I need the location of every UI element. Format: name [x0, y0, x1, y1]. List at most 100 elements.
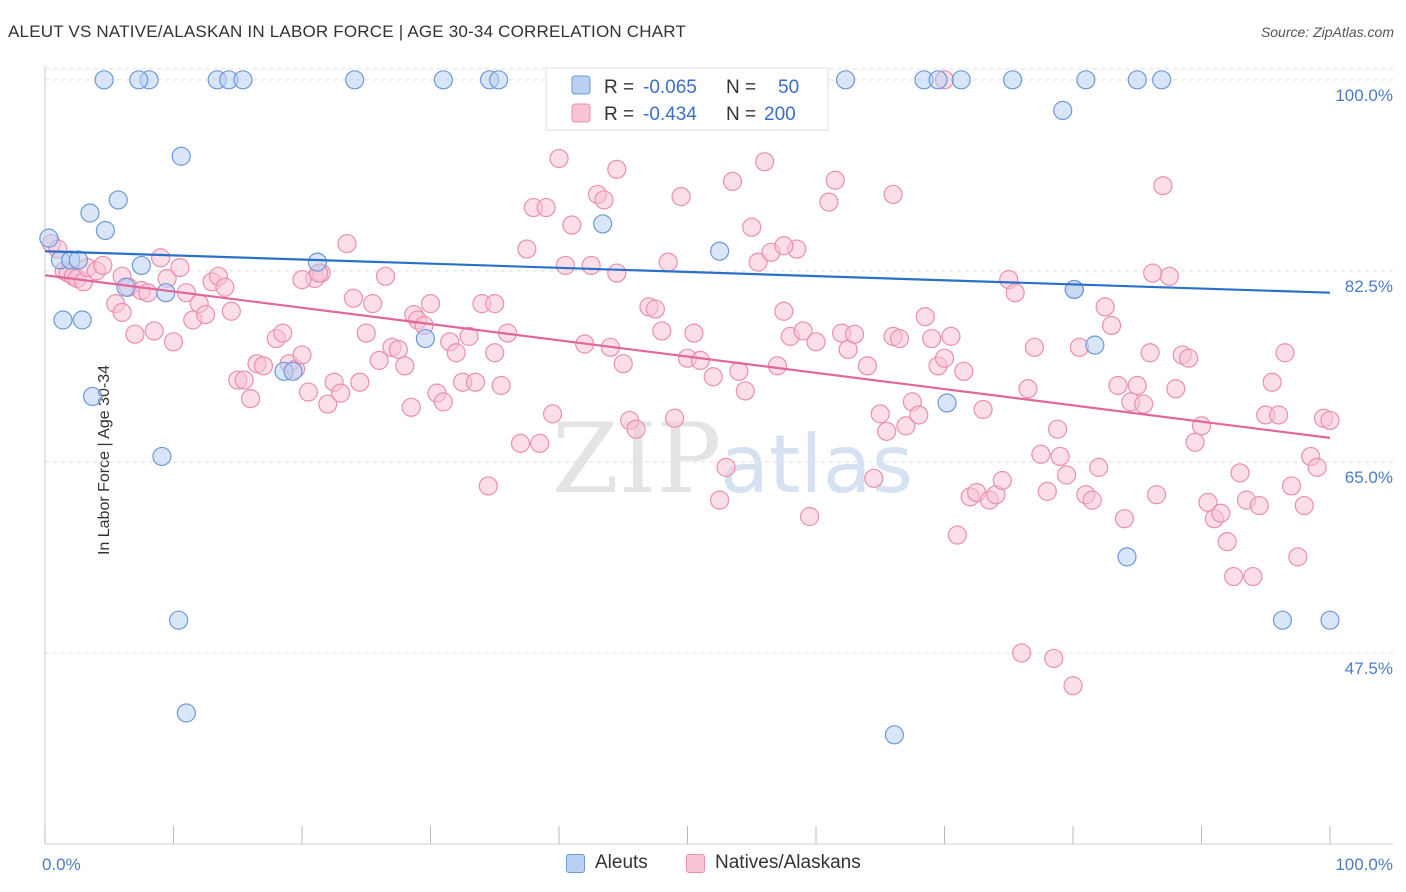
y-tick-label-0: 47.5%	[1345, 659, 1393, 678]
native-point-116	[819, 192, 839, 212]
native-point-65	[459, 326, 479, 346]
native-point-197	[1143, 263, 1163, 283]
aleut-point-37	[345, 70, 365, 90]
aleut-point-27	[1117, 547, 1137, 567]
trend-lines	[44, 250, 1331, 439]
native-point-120	[844, 324, 865, 344]
native-point-73	[517, 239, 537, 259]
aleut-point-12	[156, 283, 176, 303]
bottom-legend-label-native: Natives/Alaskans	[715, 852, 861, 873]
native-point-170	[1166, 379, 1186, 399]
native-trend-line	[44, 274, 1331, 439]
aleut-point-20	[415, 328, 435, 349]
bottom-legend-aleut: Aleuts	[566, 852, 648, 874]
aleut-point-45	[951, 70, 971, 90]
native-point-133	[934, 348, 955, 368]
native-point-86	[607, 263, 627, 283]
native-point-185	[1262, 372, 1282, 392]
native-point-186	[1268, 405, 1289, 425]
aleut-point-18	[283, 361, 303, 381]
native-point-103	[729, 361, 749, 381]
native-point-124	[877, 421, 897, 441]
native-point-80	[562, 215, 582, 235]
aleut-trend-line	[44, 250, 1331, 294]
native-point-169	[1159, 266, 1179, 286]
native-point-89	[626, 419, 646, 439]
legend-n-native: 200	[764, 104, 796, 125]
native-point-104	[735, 381, 755, 401]
native-point-165	[1134, 394, 1154, 414]
native-point-167	[1146, 485, 1167, 505]
legend-box	[545, 67, 829, 131]
native-point-157	[1082, 490, 1102, 510]
x-tick-label-0: 0.0%	[42, 855, 81, 874]
native-point-179	[1224, 566, 1244, 587]
aleut-point-5	[72, 310, 92, 330]
chart-title: ALEUT VS NATIVE/ALASKAN IN LABOR FORCE |…	[8, 22, 687, 41]
native-point-149	[1037, 481, 1057, 501]
native-point-49	[363, 294, 383, 314]
aleut-point-21	[593, 214, 613, 234]
native-point-178	[1217, 532, 1237, 552]
aleut-point-4	[53, 310, 73, 330]
legend-swatch-native	[571, 103, 591, 123]
legend: R = -0.065 N = 50 R = -0.434 N = 200	[545, 67, 829, 131]
aleut-point-44	[928, 70, 948, 90]
native-point-28	[221, 301, 241, 321]
aleut-point-22	[710, 241, 730, 261]
native-point-55	[401, 397, 421, 417]
aleut-point-7	[95, 220, 115, 241]
native-point-78	[549, 148, 569, 169]
native-point-183	[1249, 495, 1269, 516]
native-point-19	[163, 332, 184, 352]
native-point-98	[690, 350, 710, 370]
native-point-174	[1191, 416, 1212, 436]
aleut-point-26	[1085, 335, 1105, 355]
native-point-182	[1243, 566, 1263, 587]
native-points	[41, 70, 1340, 696]
watermark: ZIP atlas	[552, 403, 913, 515]
native-point-175	[1198, 492, 1218, 512]
aleut-point-38	[433, 70, 453, 90]
native-point-113	[793, 321, 813, 341]
native-point-97	[684, 323, 704, 343]
native-point-76	[536, 197, 556, 218]
native-point-61	[433, 392, 453, 412]
native-point-136	[954, 361, 974, 381]
native-point-16	[144, 321, 164, 341]
native-point-38	[292, 345, 312, 365]
native-point-122	[864, 468, 884, 488]
aleut-point-6	[80, 203, 100, 223]
legend-r-label-aleut: R =	[604, 77, 634, 98]
native-point-117	[825, 170, 845, 190]
legend-r-label-native: R =	[604, 104, 634, 125]
native-point-91	[645, 299, 665, 319]
native-point-177	[1211, 503, 1231, 523]
legend-n-label-native: N =	[726, 104, 756, 125]
native-point-115	[806, 332, 826, 352]
aleut-point-42	[835, 70, 856, 90]
native-point-44	[330, 383, 351, 403]
native-point-146	[1018, 379, 1038, 399]
native-point-190	[1294, 495, 1314, 516]
native-point-142	[992, 470, 1012, 491]
native-point-106	[748, 252, 768, 272]
aleut-point-16	[176, 703, 196, 723]
y-tick-labels: 47.5% 65.0% 82.5% 100.0%	[1335, 86, 1393, 678]
native-point-69	[485, 343, 505, 363]
native-point-126	[889, 328, 910, 349]
axes	[44, 66, 1393, 845]
aleut-point-46	[1003, 70, 1023, 90]
native-point-54	[395, 356, 415, 376]
aleut-point-29	[1320, 610, 1340, 630]
y-tick-label-2: 82.5%	[1345, 277, 1393, 296]
bottom-legend-swatch-native	[686, 853, 705, 873]
native-point-70	[491, 375, 511, 396]
y-tick-label-1: 65.0%	[1345, 468, 1393, 487]
native-point-173	[1185, 432, 1205, 452]
aleut-point-32	[94, 70, 114, 90]
aleut-point-14	[171, 146, 191, 166]
x-tick-labels: 0.0% 100.0%	[42, 855, 1393, 874]
aleut-point-3	[68, 250, 89, 270]
